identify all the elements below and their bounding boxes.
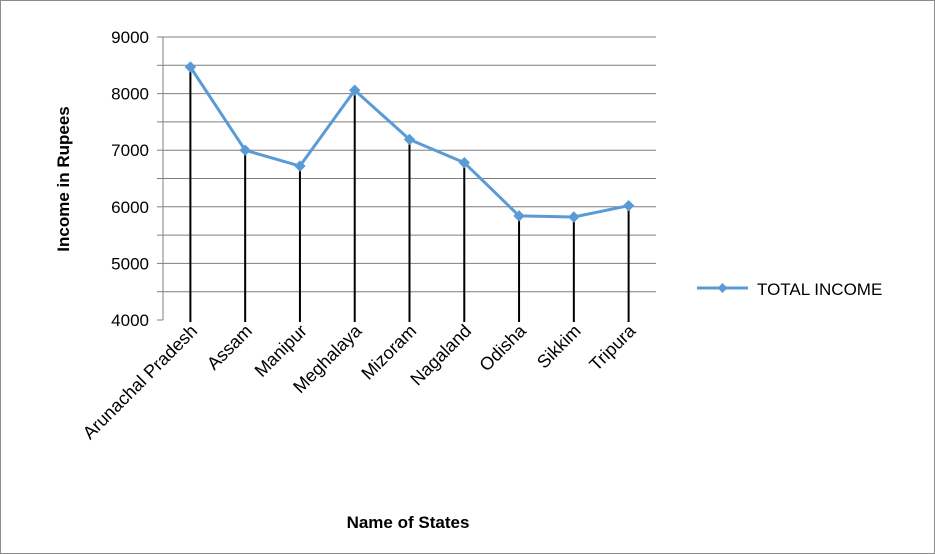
data-markers: [184, 61, 635, 223]
grid-lines: [157, 36, 656, 321]
x-tick-labels: Arunachal Pradesh AssamManipurMeghalayaMi…: [79, 320, 640, 443]
legend: TOTAL INCOME: [697, 280, 882, 299]
y-tick-label: 5000: [111, 254, 149, 273]
data-point: [184, 61, 197, 73]
x-tick-label: Assam: [203, 321, 256, 374]
x-tick-label: Tripura: [585, 320, 640, 375]
data-point: [513, 210, 525, 222]
y-tick-label: 8000: [111, 85, 149, 104]
legend-marker: [717, 283, 728, 293]
x-tick-label: Sikkim: [533, 321, 585, 373]
y-tick-label: 4000: [111, 311, 149, 330]
data-point: [349, 84, 361, 96]
legend-label: TOTAL INCOME: [757, 280, 882, 299]
x-tick-label: Nagaland: [406, 321, 475, 390]
y-tick-label: 7000: [111, 141, 149, 160]
y-axis-title: Income in Rupees: [54, 106, 73, 251]
data-point: [622, 199, 635, 212]
data-point: [403, 133, 416, 146]
y-tick-labels: 4000 5000 6000 7000 8000 9000: [111, 28, 149, 330]
y-tick-label: 9000: [111, 28, 149, 47]
data-point: [294, 160, 306, 172]
data-point: [458, 156, 470, 169]
x-axis-title: Name of States: [347, 513, 470, 532]
x-tick-label: Odisha: [475, 320, 530, 375]
drop-lines: [189, 66, 630, 322]
y-tick-label: 6000: [111, 198, 149, 217]
x-tick-label: Arunachal Pradesh: [79, 321, 201, 443]
data-point: [239, 144, 251, 156]
data-point: [568, 211, 580, 223]
